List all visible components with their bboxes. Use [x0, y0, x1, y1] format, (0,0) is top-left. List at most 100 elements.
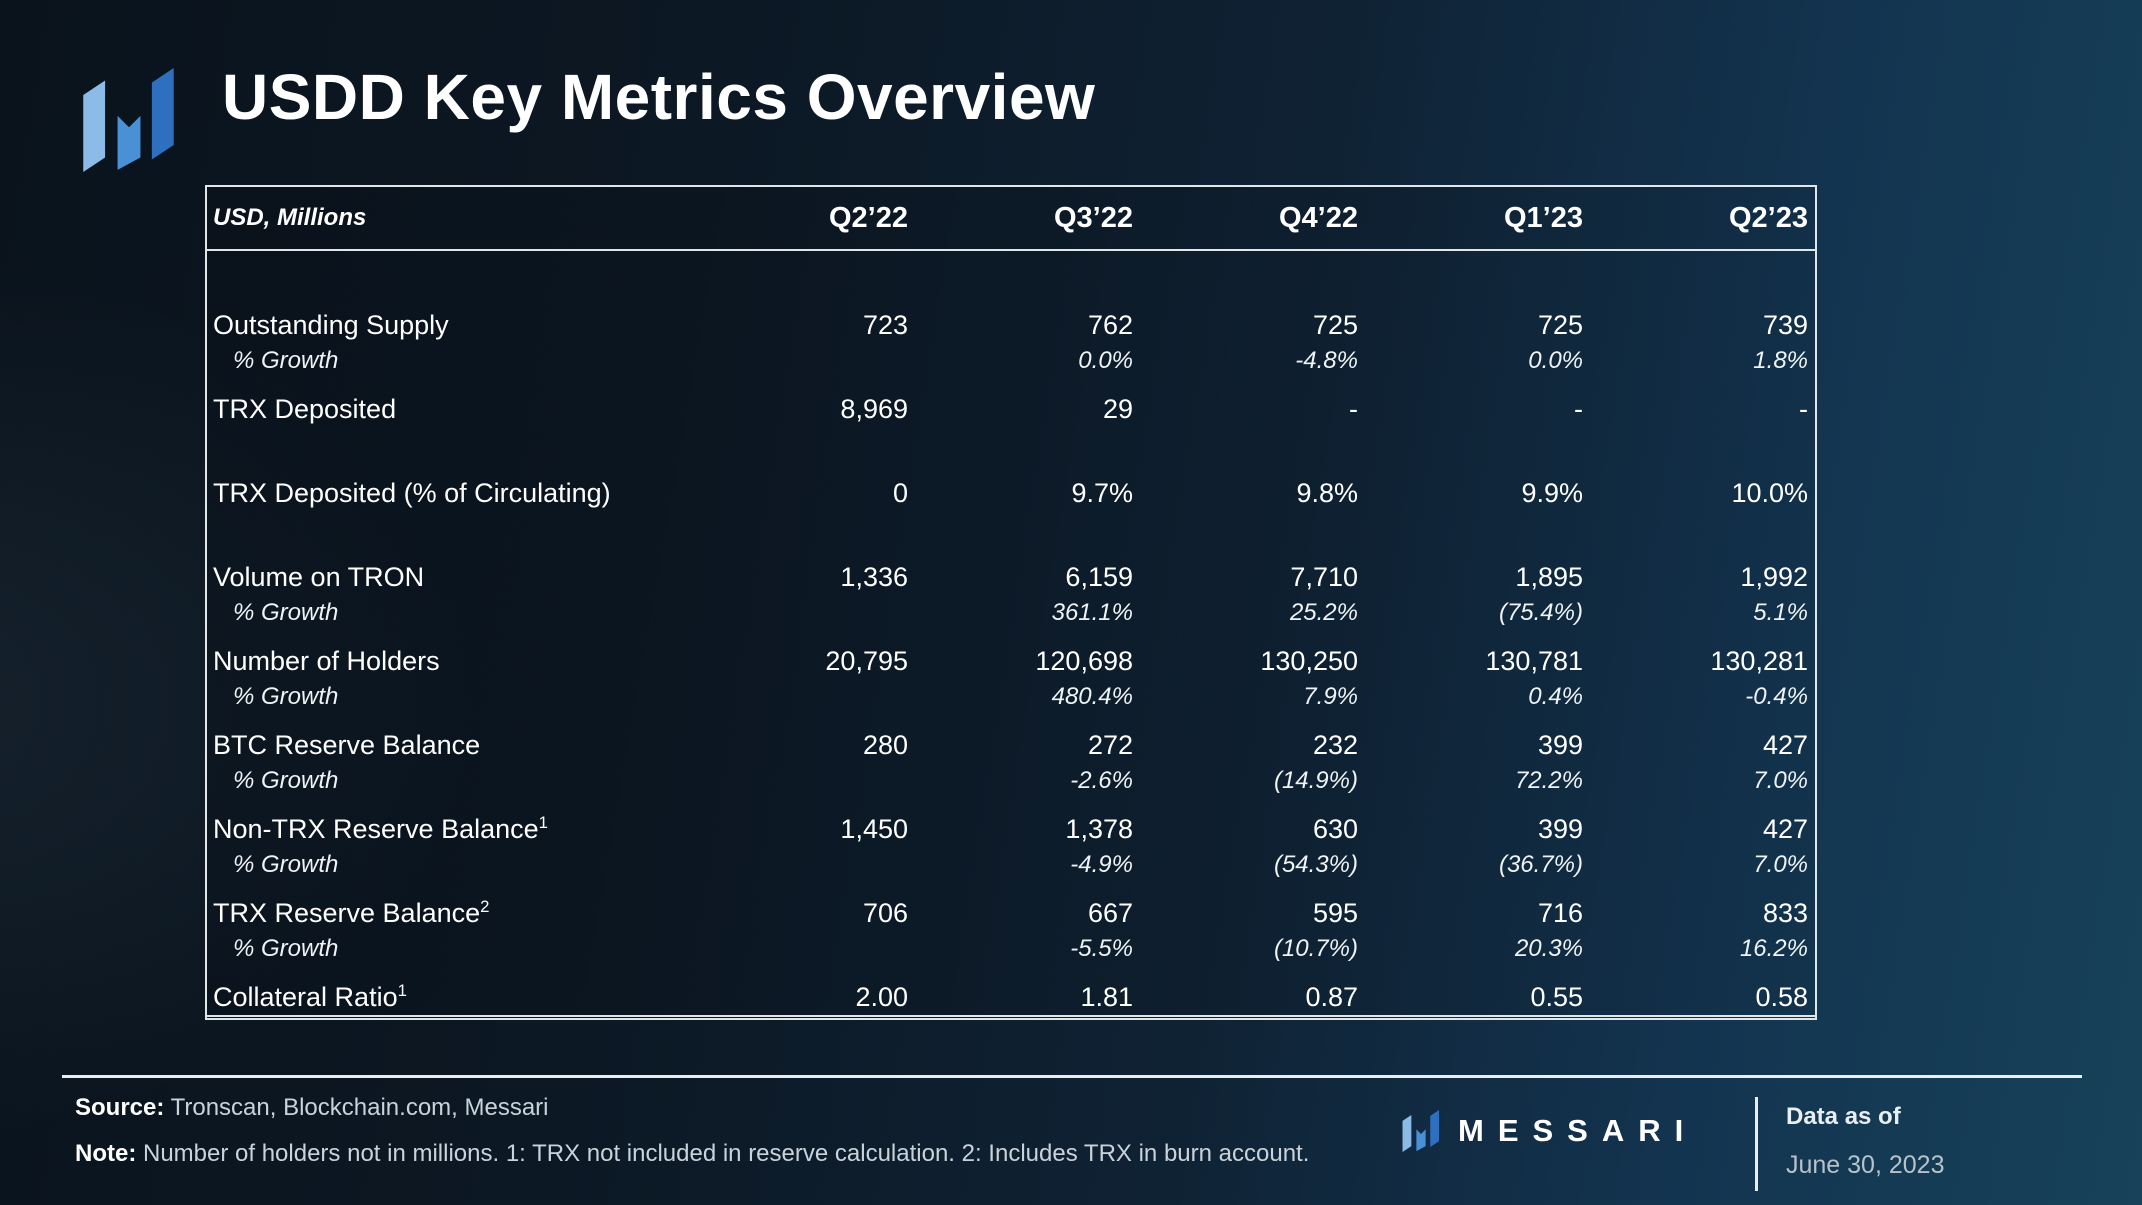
page-title: USDD Key Metrics Overview	[222, 61, 1096, 133]
cell-value: 361.1%	[1051, 598, 1133, 626]
cell-value: 130,281	[1710, 645, 1808, 676]
cell-value: 762	[1087, 309, 1133, 340]
cell-value: 8,969	[840, 393, 908, 424]
table-row: Number of Holders 20,795 120,698 130,250 130…	[207, 643, 1815, 679]
cell-value: 0.87	[1305, 981, 1358, 1012]
messari-logo-icon	[1402, 1110, 1440, 1152]
cell-value: 1,450	[840, 813, 908, 844]
cell-value: -	[1574, 393, 1583, 424]
cell-value: 427	[1762, 813, 1808, 844]
data-as-of-label: Data as of	[1786, 1103, 1901, 1130]
cell-value: 7.9%	[1303, 682, 1358, 710]
cell-value: (10.7%)	[1273, 934, 1358, 962]
unit-label: USD, Millions	[213, 204, 367, 231]
cell-value: (36.7%)	[1498, 850, 1583, 878]
cell-value: 7,710	[1290, 561, 1358, 592]
cell-value: 20,795	[825, 645, 908, 676]
cell-value: 9.9%	[1521, 477, 1583, 508]
table-row: % Growth -4.9% (54.3%) (36.7%) 7.0%	[207, 847, 1815, 882]
footer-divider	[62, 1075, 2082, 1078]
row-label: Volume on TRON	[213, 561, 425, 592]
cell-value: 427	[1762, 729, 1808, 760]
cell-value: -	[1799, 393, 1808, 424]
row-label: % Growth	[233, 850, 339, 878]
table-row: Collateral Ratio1 2.00 1.81 0.87 0.55 0.58	[207, 979, 1815, 1017]
cell-value: (75.4%)	[1498, 598, 1583, 626]
footer-vertical-divider	[1755, 1097, 1758, 1191]
cell-value: -4.9%	[1070, 850, 1133, 878]
table-row: % Growth -2.6% (14.9%) 72.2% 7.0%	[207, 763, 1815, 798]
table-row: TRX Deposited 8,969 29 - - -	[207, 391, 1815, 427]
cell-value: 0	[892, 477, 908, 508]
cell-value: 9.7%	[1071, 477, 1133, 508]
row-label: % Growth	[233, 682, 339, 710]
table-row: BTC Reserve Balance 280 272 232 399 427	[207, 727, 1815, 763]
cell-value: 833	[1762, 897, 1808, 928]
row-label: Collateral Ratio1	[213, 980, 407, 1012]
note-line: Note: Number of holders not in millions.…	[75, 1140, 1309, 1168]
cell-value: 0.0%	[1078, 346, 1133, 374]
table-row: TRX Reserve Balance2 706 667 595 716 833	[207, 895, 1815, 931]
cell-value: 1,378	[1065, 813, 1133, 844]
cell-value: 739	[1762, 309, 1808, 340]
cell-value: 399	[1537, 813, 1583, 844]
cell-value: 1,992	[1740, 561, 1808, 592]
row-label: % Growth	[233, 766, 339, 794]
row-label: % Growth	[233, 346, 339, 374]
cell-value: 9.8%	[1296, 477, 1358, 508]
cell-value: 399	[1537, 729, 1583, 760]
cell-value: 72.2%	[1514, 766, 1583, 794]
table-row: Non-TRX Reserve Balance1 1,450 1,378 630 399…	[207, 811, 1815, 847]
cell-value: 280	[862, 729, 908, 760]
cell-value: 29	[1102, 393, 1133, 424]
cell-value: 272	[1087, 729, 1133, 760]
cell-value: (14.9%)	[1273, 766, 1358, 794]
footnote-superscript: 2	[480, 896, 490, 916]
row-label: Number of Holders	[213, 645, 440, 676]
cell-value: 725	[1537, 309, 1583, 340]
column-header: Q2’22	[829, 201, 908, 234]
cell-value: 2.00	[855, 981, 908, 1012]
row-label: TRX Reserve Balance2	[213, 896, 490, 928]
cell-value: 16.2%	[1739, 934, 1808, 962]
cell-value: 595	[1312, 897, 1358, 928]
note-label: Note:	[75, 1140, 137, 1167]
cell-value: 716	[1537, 897, 1583, 928]
cell-value: -5.5%	[1070, 934, 1133, 962]
cell-value: 480.4%	[1051, 682, 1133, 710]
table-body: Outstanding Supply 723 762 725 725 739% Growt…	[207, 251, 1815, 1017]
cell-value: 1,895	[1515, 561, 1583, 592]
row-label: % Growth	[233, 934, 339, 962]
cell-value: -0.4%	[1745, 682, 1808, 710]
row-label: Non-TRX Reserve Balance1	[213, 812, 548, 844]
cell-value: 20.3%	[1514, 934, 1583, 962]
cell-value: 7.0%	[1753, 850, 1808, 878]
cell-value: 0.0%	[1528, 346, 1583, 374]
cell-value: 0.4%	[1528, 682, 1583, 710]
cell-value: 120,698	[1035, 645, 1133, 676]
source-line: Source: Tronscan, Blockchain.com, Messar…	[75, 1094, 549, 1122]
table-row: Volume on TRON 1,336 6,159 7,710 1,895 1,992	[207, 559, 1815, 595]
cell-value: 130,781	[1485, 645, 1583, 676]
cell-value: 7.0%	[1753, 766, 1808, 794]
cell-value: 1.81	[1080, 981, 1133, 1012]
cell-value: 630	[1312, 813, 1358, 844]
metrics-table: USD, Millions Q2’22 Q3’22 Q4’22 Q1’23 Q2…	[205, 185, 1817, 1020]
cell-value: 0.55	[1530, 981, 1583, 1012]
cell-value: -4.8%	[1295, 346, 1358, 374]
note-text: Number of holders not in millions. 1: TR…	[143, 1140, 1310, 1167]
cell-value: 667	[1087, 897, 1133, 928]
cell-value: 6,159	[1065, 561, 1133, 592]
table-header-row: USD, Millions Q2’22 Q3’22 Q4’22 Q1’23 Q2…	[207, 187, 1815, 251]
table-row: TRX Deposited (% of Circulating) 0 9.7% 9.8…	[207, 475, 1815, 511]
messari-brand: MESSARI	[1400, 1110, 1697, 1152]
footnote-superscript: 1	[397, 980, 407, 1000]
cell-value: 725	[1312, 309, 1358, 340]
table-row: % Growth 0.0% -4.8% 0.0% 1.8%	[207, 343, 1815, 378]
row-label: Outstanding Supply	[213, 309, 449, 340]
cell-value: 1.8%	[1753, 346, 1808, 374]
data-as-of-date: June 30, 2023	[1786, 1151, 1945, 1179]
cell-value: 5.1%	[1753, 598, 1808, 626]
footnote-superscript: 1	[538, 812, 548, 832]
cell-value: 232	[1312, 729, 1358, 760]
